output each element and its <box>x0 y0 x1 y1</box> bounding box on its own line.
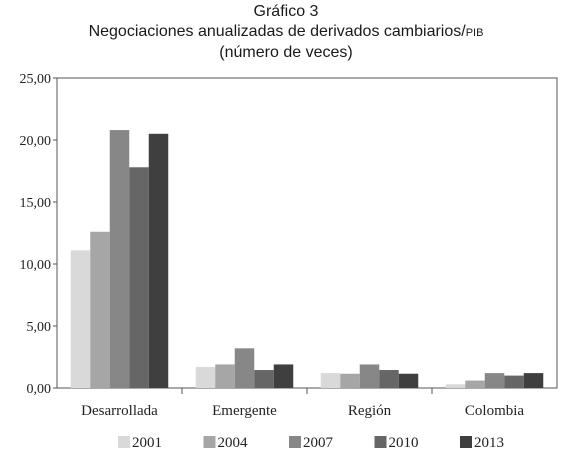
bar <box>195 366 216 388</box>
legend-swatch <box>460 436 472 448</box>
x-category-label: Región <box>348 403 392 419</box>
legend-label: 2013 <box>474 435 504 451</box>
bar <box>484 373 505 388</box>
bar <box>504 375 524 388</box>
x-axis-labels: Desarrollada Emergente Región Colombia <box>81 388 524 419</box>
legend-swatch <box>118 436 130 448</box>
y-tick-label: 0,00 <box>27 382 52 397</box>
y-axis-ticks: 0,00 5,00 10,00 15,00 20,00 25,00 <box>20 72 57 397</box>
bar <box>215 364 235 388</box>
chart-units: (número de veces) <box>219 44 353 61</box>
bar <box>148 133 169 388</box>
bar <box>320 373 341 388</box>
x-category-label: Emergente <box>212 403 277 419</box>
bars <box>70 130 544 388</box>
bar <box>523 373 544 388</box>
bar <box>379 370 399 388</box>
bar <box>109 130 130 388</box>
bar <box>254 370 274 388</box>
legend-label: 2004 <box>218 435 249 451</box>
legend-swatch <box>203 436 216 448</box>
y-tick-label: 20,00 <box>20 134 52 149</box>
y-tick-label: 5,00 <box>27 320 52 335</box>
y-tick-label: 10,00 <box>20 258 52 273</box>
legend-swatch <box>374 436 387 448</box>
chart-title: Gráfico 3 <box>253 3 319 20</box>
x-category-label: Colombia <box>465 403 525 419</box>
bar <box>234 348 255 388</box>
legend-label: 2010 <box>389 435 419 451</box>
bar <box>90 231 110 388</box>
y-tick-label: 25,00 <box>20 72 52 87</box>
bar <box>359 364 380 388</box>
chart-title-block: Gráfico 3 Negociaciones anualizadas de d… <box>0 2 572 63</box>
chart-subtitle-main: Negociaciones anualizadas de derivados c… <box>88 23 466 40</box>
bar <box>340 373 360 388</box>
chart-subtitle-suffix: PIB <box>465 27 484 39</box>
bar <box>273 364 294 388</box>
bar <box>70 250 91 388</box>
bar <box>445 384 466 388</box>
legend-label: 2007 <box>303 435 334 451</box>
chart-subtitle: Negociaciones anualizadas de derivados c… <box>0 22 572 43</box>
bar <box>398 373 419 388</box>
x-category-label: Desarrollada <box>81 403 158 419</box>
legend: 2001 2004 2007 2010 2013 <box>118 435 504 451</box>
legend-swatch <box>289 436 301 448</box>
legend-label: 2001 <box>132 435 162 451</box>
bar <box>465 380 485 388</box>
bar <box>129 167 149 388</box>
y-tick-label: 15,00 <box>20 196 52 211</box>
